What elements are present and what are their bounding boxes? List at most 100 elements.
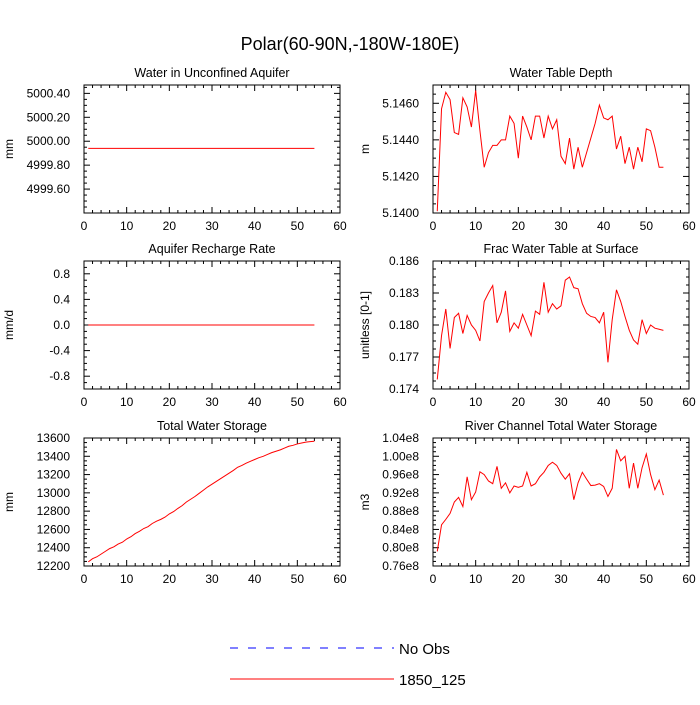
y-tick-label: 0.88e8 [382, 504, 419, 518]
x-tick-label: 10 [469, 395, 483, 409]
x-tick-label: 10 [120, 395, 134, 409]
x-tick-label: 40 [248, 395, 262, 409]
x-tick-label: 10 [469, 572, 483, 586]
x-tick-label: 30 [205, 395, 219, 409]
x-tick-label: 60 [682, 572, 696, 586]
x-tick-label: 30 [554, 395, 568, 409]
x-tick-label: 60 [682, 219, 696, 233]
y-tick-label: 0.177 [389, 350, 419, 364]
x-tick-label: 30 [554, 219, 568, 233]
x-tick-label: 50 [640, 395, 654, 409]
y-tick-label: 0.174 [389, 382, 419, 396]
x-tick-label: 60 [333, 219, 347, 233]
y-tick-label: 13200 [37, 468, 71, 482]
panel-title: Total Water Storage [157, 419, 267, 433]
legend-label: 1850_125 [399, 672, 466, 689]
x-tick-label: 20 [512, 572, 526, 586]
x-tick-label: 20 [512, 395, 526, 409]
legend-label: No Obs [399, 641, 450, 658]
y-tick-label: 0.186 [389, 254, 419, 268]
x-tick-label: 0 [430, 395, 437, 409]
x-tick-label: 30 [205, 219, 219, 233]
y-tick-label: 5.1460 [382, 96, 419, 110]
x-tick-label: 40 [248, 219, 262, 233]
y-tick-label: 4999.60 [27, 182, 71, 196]
y-tick-label: 5000.40 [27, 86, 71, 100]
x-tick-label: 0 [81, 572, 88, 586]
legend: No Obs 1850_125 [230, 641, 466, 689]
y-tick-label: 12600 [37, 522, 71, 536]
y-tick-label: 5.1400 [382, 206, 419, 220]
y-tick-label: 0.0 [53, 318, 70, 332]
y-tick-label: 0.180 [389, 318, 419, 332]
y-tick-label: 0.4 [53, 292, 70, 306]
panel-frac-water-table-at-surface: Frac Water Table at Surface 0 10 20 30 40 50 60… [358, 242, 696, 409]
panel-total-water-storage: Total Water Storage 0 10 20 30 40 50 60 12200 124… [2, 419, 347, 586]
x-tick-label: 0 [430, 219, 437, 233]
x-tick-label: 10 [120, 572, 134, 586]
x-tick-label: 0 [81, 395, 88, 409]
y-tick-label: 5.1440 [382, 133, 419, 147]
x-tick-label: 60 [333, 572, 347, 586]
panel-water-table-depth: Water Table Depth 0 10 20 30 40 50 60 5.1400 5.14… [358, 66, 696, 233]
y-tick-label: 5000.20 [27, 110, 71, 124]
y-tick-label: 0.80e8 [382, 541, 419, 555]
legend-item-1850-125: 1850_125 [230, 672, 466, 689]
y-tick-label: 5000.00 [27, 134, 71, 148]
x-tick-label: 20 [163, 219, 177, 233]
y-tick-label: 12800 [37, 504, 71, 518]
panel-water-in-unconfined-aquifer: Water in Unconfined Aquifer 0 10 20 30 40 50 60… [2, 66, 347, 233]
y-tick-label: 13400 [37, 449, 71, 463]
panel-river-channel-total-water-storage: River Channel Total Water Storage 0 10 20 30… [358, 419, 696, 586]
x-tick-label: 10 [120, 219, 134, 233]
series-line-1850-125 [436, 449, 664, 552]
y-axis-label: m3 [358, 493, 372, 510]
x-tick-label: 50 [291, 395, 305, 409]
panel-aquifer-recharge-rate: Aquifer Recharge Rate 0 10 20 30 40 50 60 -0.8 -0… [2, 242, 347, 409]
x-tick-label: 10 [469, 219, 483, 233]
y-tick-label: 5.1420 [382, 169, 419, 183]
y-tick-label: 12400 [37, 541, 71, 555]
y-tick-label: 12200 [37, 559, 71, 573]
x-tick-label: 20 [163, 572, 177, 586]
y-tick-label: 0.76e8 [382, 559, 419, 573]
x-tick-label: 40 [597, 219, 611, 233]
x-tick-label: 40 [248, 572, 262, 586]
plot-frame [83, 84, 341, 214]
y-tick-label: 13000 [37, 486, 71, 500]
y-axis-label: mm [2, 139, 16, 159]
y-axis-label: m [358, 144, 372, 154]
x-tick-label: 20 [163, 395, 177, 409]
x-tick-label: 60 [333, 395, 347, 409]
x-tick-label: 60 [682, 395, 696, 409]
y-tick-label: 0.183 [389, 286, 419, 300]
y-tick-label: 1.00e8 [382, 449, 419, 463]
series-line-1850-125 [436, 90, 664, 212]
plot-frame [83, 437, 341, 567]
x-tick-label: 30 [205, 572, 219, 586]
x-tick-label: 20 [512, 219, 526, 233]
plot-frame [432, 437, 690, 567]
panels: Water in Unconfined Aquifer 0 10 20 30 40 50 60… [2, 66, 696, 586]
series-line-1850-125 [87, 440, 315, 563]
x-tick-label: 50 [291, 572, 305, 586]
panel-title: Water Table Depth [510, 66, 613, 80]
x-tick-label: 40 [597, 395, 611, 409]
y-tick-label: 4999.80 [27, 158, 71, 172]
x-tick-label: 50 [640, 219, 654, 233]
panel-title: Water in Unconfined Aquifer [134, 66, 289, 80]
x-tick-label: 0 [430, 572, 437, 586]
y-axis-label: mm/d [2, 310, 16, 340]
x-tick-label: 50 [640, 572, 654, 586]
x-tick-label: 40 [597, 572, 611, 586]
y-tick-label: 0.96e8 [382, 468, 419, 482]
y-tick-label: 13600 [37, 431, 71, 445]
panel-title: Frac Water Table at Surface [484, 242, 639, 256]
page-title: Polar(60-90N,-180W-180E) [241, 34, 460, 54]
series-line-1850-125 [436, 276, 664, 380]
y-tick-label: 0.92e8 [382, 486, 419, 500]
panel-title: River Channel Total Water Storage [465, 419, 658, 433]
panel-title: Aquifer Recharge Rate [148, 242, 275, 256]
